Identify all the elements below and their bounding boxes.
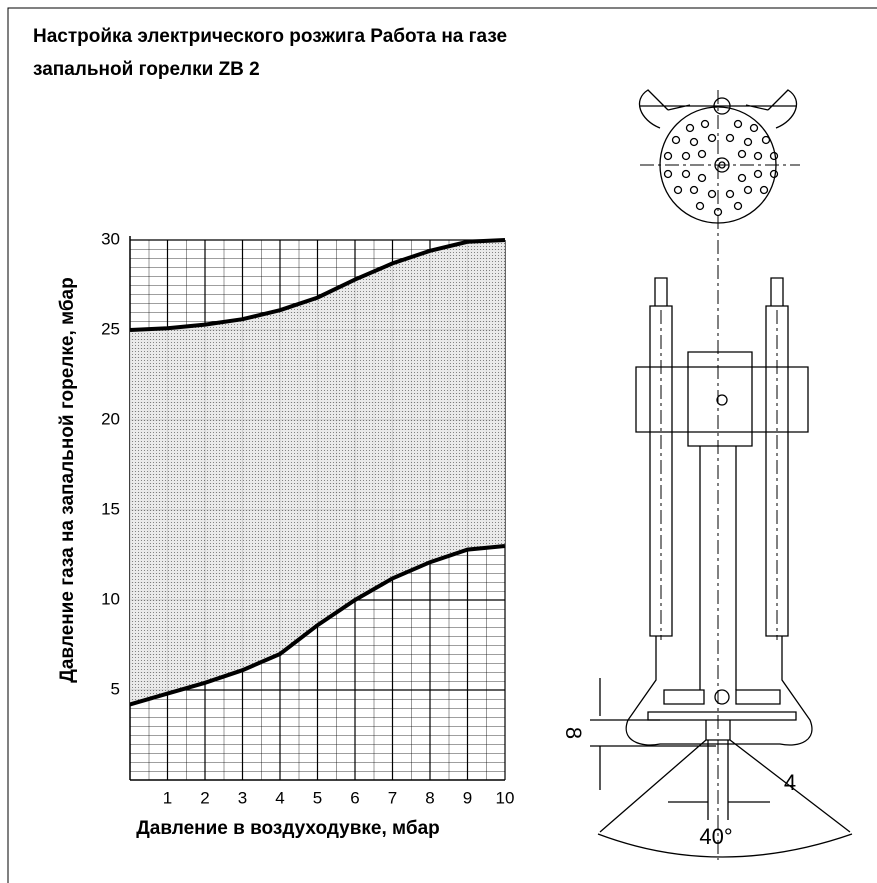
x-tick-label: 4 — [275, 788, 284, 807]
x-tick-label: 8 — [425, 788, 434, 807]
series-line — [129, 238, 506, 332]
angle-dimension: 40° — [699, 824, 732, 849]
frame — [7, 7, 877, 883]
x-tick-label: 9 — [463, 788, 472, 807]
title-line: запальной горелки ZB 2 — [33, 59, 260, 80]
offset-dimension: 4 — [784, 770, 796, 795]
burner-drawing: 8 4 40° — [561, 89, 853, 860]
x-tick-label: 1 — [163, 788, 172, 807]
x-tick-label: 5 — [313, 788, 322, 807]
y-axis-label: Давление газа на запальной горелке, мбар — [57, 277, 78, 682]
y-tick-label: 10 — [101, 589, 120, 608]
y-tick-label: 20 — [101, 409, 120, 428]
title-line: Настройка электрического розжига Работа … — [33, 26, 507, 47]
x-tick-label: 3 — [238, 788, 247, 807]
x-tick-label: 2 — [200, 788, 209, 807]
y-tick-label: 5 — [111, 679, 120, 698]
chart: 5 10 15 20 25 30 1 2 3 4 5 6 7 8 9 10 — [101, 229, 514, 807]
x-tick-label: 7 — [388, 788, 397, 807]
x-tick-label: 10 — [496, 788, 515, 807]
x-axis-label: Давление в воздуходувке, мбар — [136, 818, 440, 839]
gap-dimension: 8 — [561, 727, 586, 739]
band-fill — [130, 240, 505, 705]
y-tick-label: 25 — [101, 319, 120, 338]
x-tick-label: 6 — [350, 788, 359, 807]
y-tick-label: 15 — [101, 499, 120, 518]
y-tick-label: 30 — [101, 229, 120, 248]
series-line — [129, 544, 506, 707]
